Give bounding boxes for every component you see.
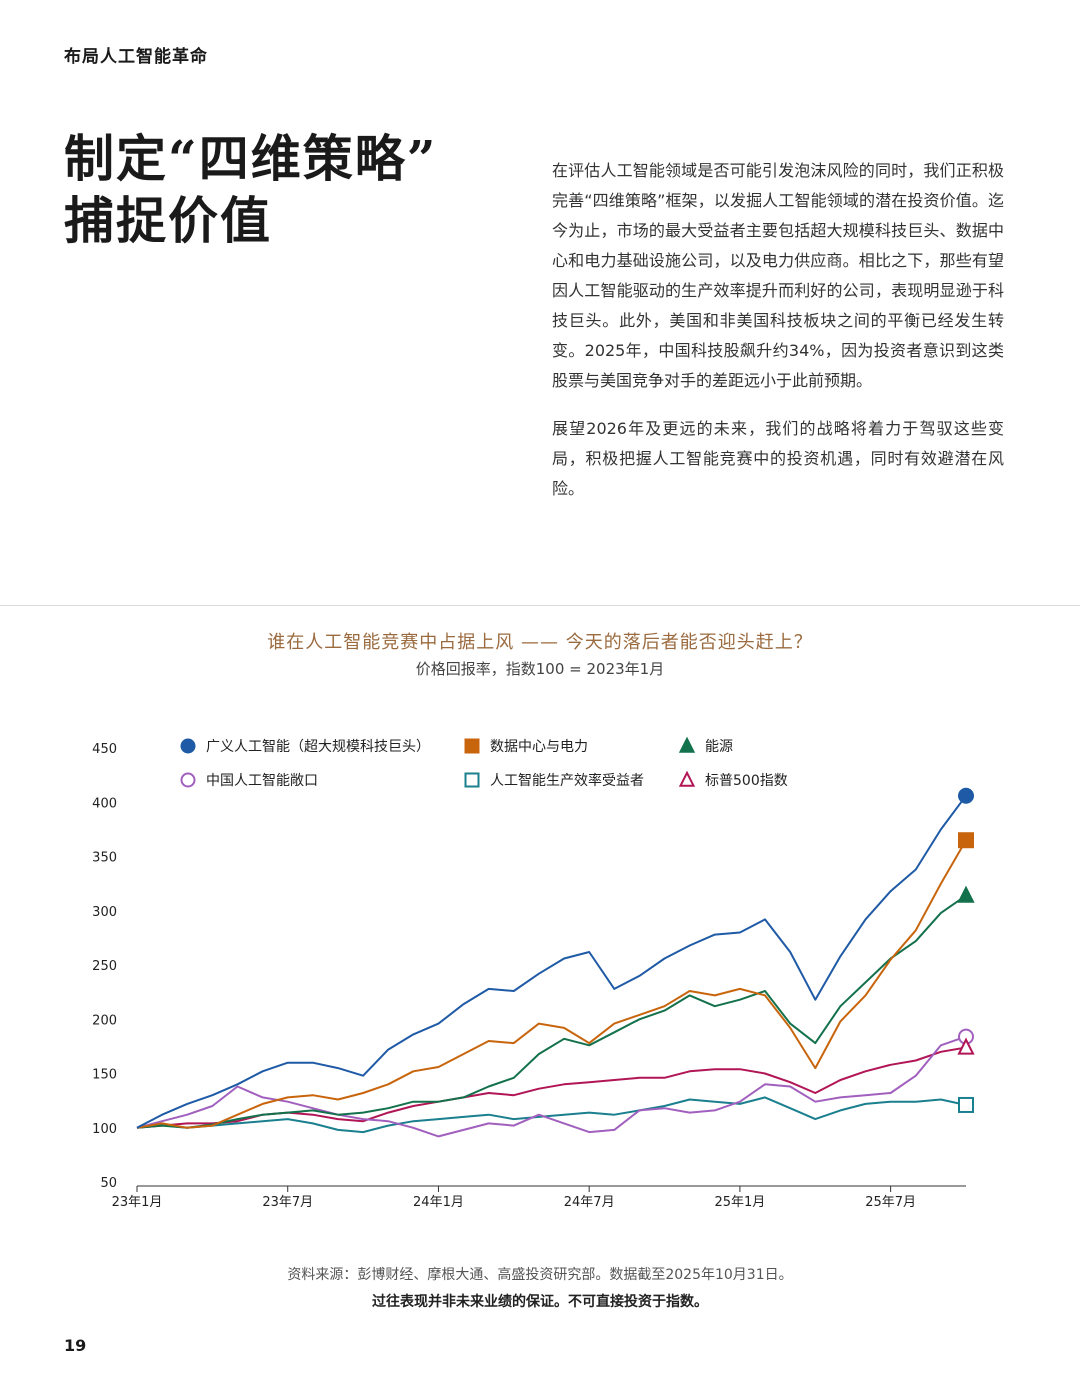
y-tick-label: 200: [92, 1013, 117, 1028]
x-tick-label: 24年1月: [413, 1195, 464, 1210]
section-divider: [0, 605, 1080, 606]
legend-label-1: 广义人工智能（超大规模科技巨头）: [206, 739, 430, 755]
legend-marker-5: [464, 772, 480, 788]
headline-line-1: 制定“四维策略”: [64, 129, 438, 188]
x-tick-label: 24年7月: [564, 1195, 615, 1210]
y-tick-label: 150: [92, 1068, 117, 1083]
legend-label-4: 中国人工智能敞口: [206, 773, 318, 789]
legend-label-5: 人工智能生产效率受益者: [490, 772, 644, 789]
chart-disclaimer: 过往表现并非未来业绩的保证。不可直接投资于指数。: [372, 1294, 708, 1310]
body-text: 在评估人工智能领域是否可能引发泡沫风险的同时，我们正积极完善“四维策略”框架，以…: [552, 156, 1004, 522]
y-tick-label: 250: [92, 959, 117, 974]
series-line-1: [136, 795, 967, 1129]
y-tick-label: 100: [92, 1122, 117, 1137]
y-tick-label: 450: [92, 742, 117, 757]
x-tick-label: 25年7月: [865, 1195, 916, 1210]
legend-marker-3: [678, 736, 696, 753]
legend-label-2: 数据中心与电力: [490, 739, 588, 755]
y-tick-label: 300: [92, 905, 117, 920]
series-end-marker-2: [958, 832, 974, 849]
x-tick-label: 23年1月: [112, 1195, 163, 1210]
series-end-marker-1: [958, 787, 974, 804]
y-tick-label: 400: [92, 796, 117, 811]
series-line-5: [136, 1096, 967, 1134]
series-line-4: [136, 1035, 967, 1138]
series-line-2: [136, 839, 967, 1129]
chart-subtitle: 价格回报率，指数100 = 2023年1月: [415, 660, 665, 678]
page-number: 19: [64, 1336, 87, 1355]
y-tick-label: 350: [92, 851, 117, 866]
chart-title: 谁在人工智能竞赛中占据上风 —— 今天的落后者能否迎头赶上？: [267, 632, 813, 653]
series-end-marker-5: [958, 1096, 974, 1113]
headline: 制定“四维策略” 捕捉价值: [64, 128, 504, 252]
headline-line-2: 捕捉价值: [64, 191, 272, 250]
legend-label-3: 能源: [705, 739, 733, 755]
x-tick-label: 25年1月: [714, 1195, 765, 1210]
legend-marker-1: [180, 738, 196, 754]
paragraph-1: 在评估人工智能领域是否可能引发泡沫风险的同时，我们正积极完善“四维策略”框架，以…: [552, 161, 1004, 390]
paragraph-2: 展望2026年及更远的未来，我们的战略将着力于驾驭这些变局，积极把握人工智能竞赛…: [552, 419, 1004, 498]
legend-label-6: 标普500指数: [705, 773, 788, 789]
x-tick-label: 23年7月: [262, 1195, 313, 1210]
series-line-3: [136, 894, 967, 1129]
legend-marker-6: [678, 770, 696, 787]
legend-marker-4: [180, 772, 196, 788]
y-tick-label: 50: [100, 1176, 117, 1191]
series-end-marker-3: [957, 885, 975, 903]
series-end-marker-6: [957, 1037, 975, 1055]
legend-marker-2: [464, 738, 480, 754]
running-head: 布局人工智能革命: [64, 47, 208, 67]
chart-source: 资料来源：彭博财经、摩根大通、高盛投资研究部。数据截至2025年10月31日。: [287, 1267, 793, 1283]
